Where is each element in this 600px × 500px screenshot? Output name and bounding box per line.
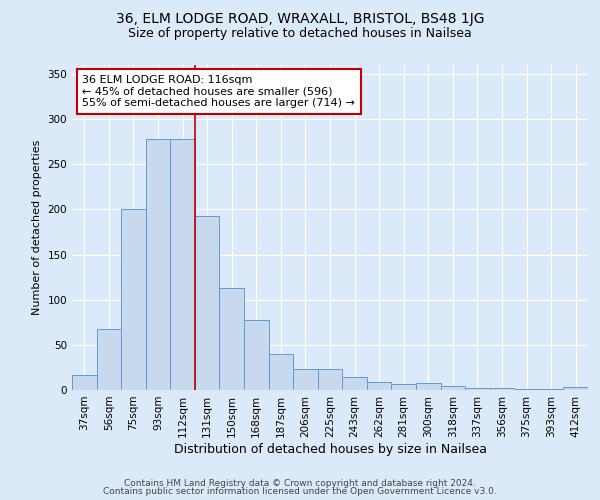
Text: Size of property relative to detached houses in Nailsea: Size of property relative to detached ho… [128,28,472,40]
Bar [195,216,220,390]
Bar [440,386,465,390]
Text: 36, ELM LODGE ROAD, WRAXALL, BRISTOL, BS48 1JG: 36, ELM LODGE ROAD, WRAXALL, BRISTOL, BS… [116,12,484,26]
Bar [293,369,318,390]
Text: Contains HM Land Registry data © Crown copyright and database right 2024.: Contains HM Land Registry data © Crown c… [124,478,476,488]
Bar [121,210,146,390]
Bar [391,384,416,390]
Bar [72,374,97,390]
Bar [269,354,293,390]
Bar [514,389,539,390]
Bar [490,388,514,390]
Bar [220,288,244,390]
Bar [465,388,490,390]
Bar [244,320,269,390]
Bar [367,382,391,390]
Text: 36 ELM LODGE ROAD: 116sqm
← 45% of detached houses are smaller (596)
55% of semi: 36 ELM LODGE ROAD: 116sqm ← 45% of detac… [82,74,355,108]
Bar [318,369,342,390]
Y-axis label: Number of detached properties: Number of detached properties [32,140,42,315]
Bar [539,389,563,390]
Bar [416,383,440,390]
Bar [563,388,588,390]
Bar [97,328,121,390]
Text: Contains public sector information licensed under the Open Government Licence v3: Contains public sector information licen… [103,487,497,496]
Bar [342,378,367,390]
Bar [170,139,195,390]
X-axis label: Distribution of detached houses by size in Nailsea: Distribution of detached houses by size … [173,442,487,456]
Bar [146,139,170,390]
